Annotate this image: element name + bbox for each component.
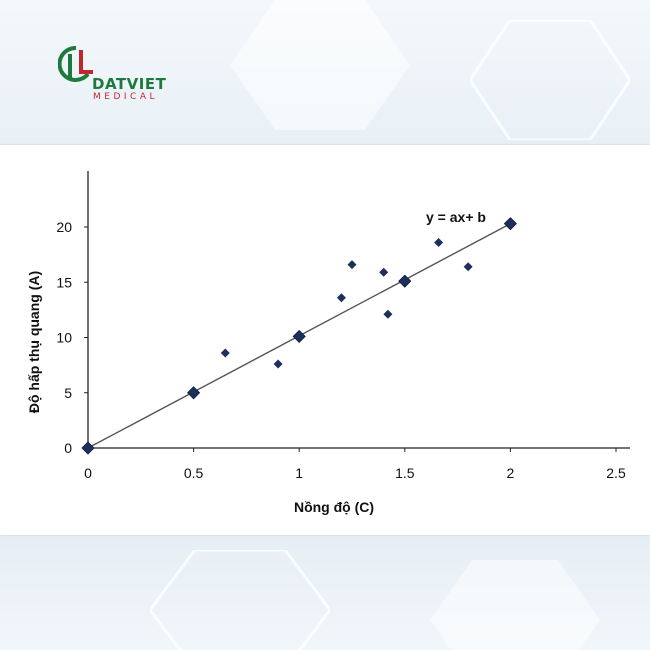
hexagon-decoration-icon <box>230 0 410 130</box>
scatter-data-point <box>383 309 393 319</box>
scatter-data-point <box>434 237 444 247</box>
x-tick-label: 1 <box>295 465 303 481</box>
line-data-point <box>398 274 412 288</box>
y-tick-label: 5 <box>64 385 72 401</box>
chart-ticks: 0 5 10 15 20 0 0.5 1 1.5 2 2.5 <box>56 219 626 481</box>
datviet-logo-icon <box>58 45 93 82</box>
x-tick-label: 0 <box>84 465 92 481</box>
x-tick-label: 2 <box>507 465 515 481</box>
data-points <box>81 217 517 455</box>
x-tick-label: 2.5 <box>606 465 626 481</box>
scatter-chart: 0 5 10 15 20 0 0.5 1 1.5 2 2.5 y = ax+ b Nồng độ (… <box>26 171 630 515</box>
line-data-point <box>292 329 306 343</box>
y-tick-label: 15 <box>56 274 72 290</box>
scatter-data-point <box>273 359 283 369</box>
y-tick-label: 0 <box>64 440 72 456</box>
x-tick-label: 0.5 <box>184 465 204 481</box>
scatter-data-point <box>379 267 389 277</box>
line-data-point <box>81 441 95 455</box>
hexagon-decoration-icon <box>150 550 330 650</box>
y-tick-label: 10 <box>56 330 72 346</box>
line-data-point <box>187 386 201 400</box>
scatter-data-point <box>347 260 357 270</box>
equation-label: y = ax+ b <box>426 209 486 225</box>
scatter-data-point <box>220 348 230 358</box>
chart-panel: 0 5 10 15 20 0 0.5 1 1.5 2 2.5 y = ax+ b Nồng độ (… <box>0 145 650 535</box>
scatter-data-point <box>463 262 473 272</box>
hexagon-decoration-icon <box>430 560 600 650</box>
x-axis-label: Nồng độ (C) <box>294 499 374 515</box>
chart-axes <box>87 171 630 449</box>
y-axis-label: Độ hấp thụ quang (A) <box>26 271 42 413</box>
scatter-data-point <box>336 293 346 303</box>
line-data-point <box>503 217 517 231</box>
y-tick-label: 20 <box>56 219 72 235</box>
x-tick-label: 1.5 <box>395 465 415 481</box>
hexagon-decoration-icon <box>470 20 630 140</box>
brand-name: DATVIET <box>92 75 167 93</box>
brand-subtitle: MEDICAL <box>93 92 158 102</box>
